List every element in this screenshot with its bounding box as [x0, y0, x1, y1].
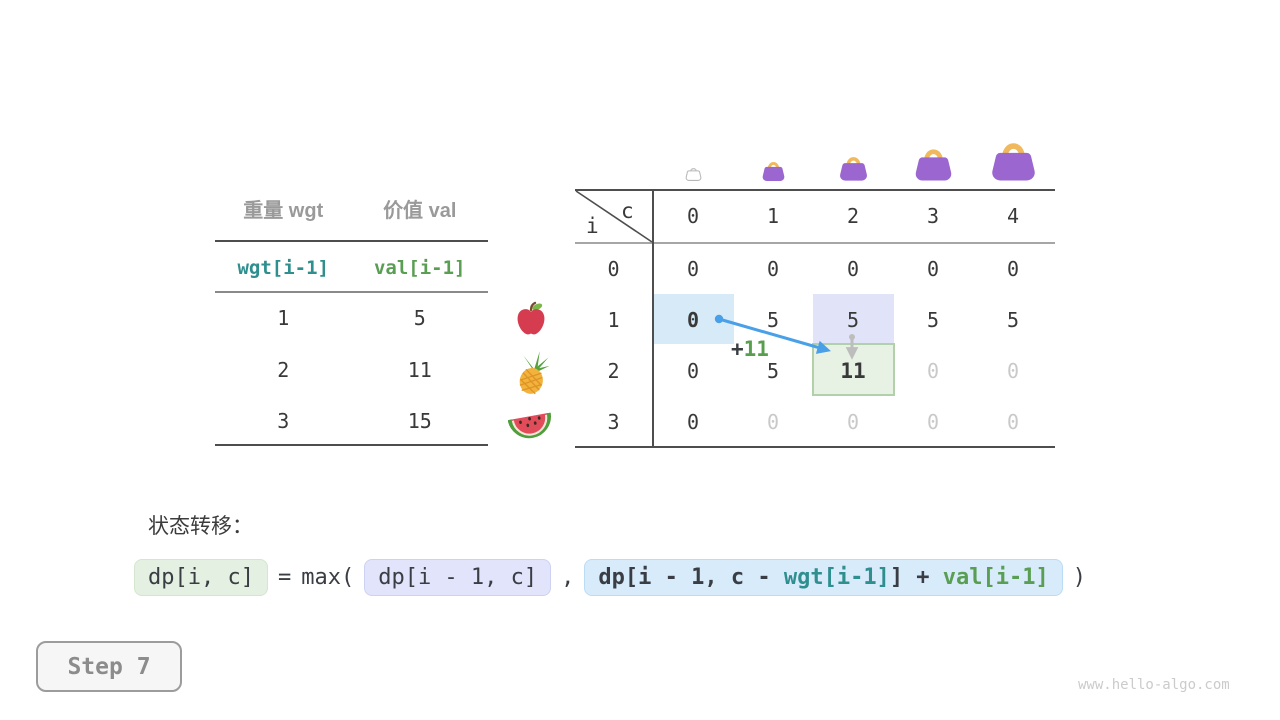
dp-row-header-3: 3 — [607, 410, 620, 434]
watermark: www.hello-algo.com — [1078, 677, 1230, 693]
dp-col-header-0: 0 — [686, 204, 700, 228]
item3-value: 15 — [407, 409, 432, 433]
dp-row-header-2: 2 — [607, 359, 620, 383]
items-table-header: 重量 wgt 价值 val — [215, 196, 488, 226]
bag-icon-capacity-3 — [893, 141, 973, 184]
item3-weight: 3 — [277, 409, 290, 433]
dp-col-header-3: 3 — [926, 204, 940, 228]
dp-cell-1-0: 0 — [686, 308, 700, 332]
transition-heading: 状态转移： — [148, 515, 253, 538]
formula-equals: = — [277, 565, 292, 590]
item2-value: 11 — [407, 358, 432, 382]
bag-icon-capacity-1 — [733, 156, 813, 184]
dp-row-header-1: 1 — [607, 308, 620, 332]
items-header-weight: 重量 wgt — [243, 200, 324, 222]
wgt-index-label: wgt[i-1] — [237, 257, 329, 279]
bag-icon-capacity-4 — [973, 134, 1053, 184]
dp-row-2: 0 5 11 0 0 — [653, 347, 1053, 395]
dp-table-header-rule — [575, 242, 1055, 244]
plus-sign: + — [731, 337, 744, 361]
dp-row-0: 0 0 0 0 0 — [653, 245, 1053, 293]
dp-table-vertical-rule — [652, 189, 654, 448]
dp-cell-2-1: 5 — [766, 359, 780, 383]
dp-table-top-rule — [575, 189, 1055, 191]
dp-corner-row-var: i — [586, 214, 599, 238]
formula-max-open: max( — [301, 565, 355, 590]
dp-corner-diagonal — [575, 190, 653, 243]
apple-icon — [514, 301, 548, 337]
formula-arg2-mid: ] + — [889, 565, 943, 590]
item2-weight: 2 — [277, 358, 290, 382]
items-index-row: wgt[i-1] val[i-1] — [215, 252, 488, 284]
dp-row-1: 0 5 5 5 5 — [653, 296, 1053, 344]
dp-col-header-1: 1 — [766, 204, 780, 228]
plus-value: 11 — [743, 337, 769, 361]
dp-cell-2-0: 0 — [686, 359, 700, 383]
dp-cell-0-2: 0 — [846, 257, 860, 281]
formula-arg2-prefix: dp[i - 1, c - — [598, 565, 784, 590]
dp-cell-2-4: 0 — [1006, 359, 1020, 383]
dp-col-headers: 0 1 2 3 4 — [653, 193, 1053, 239]
dp-corner-col-var: c — [621, 199, 634, 223]
formula-arg2-box: dp[i - 1, c - wgt[i-1]] + val[i-1] — [584, 559, 1063, 596]
dp-cell-0-3: 0 — [926, 257, 940, 281]
plus-value-annotation: +11 — [731, 337, 769, 361]
dp-col-header-4: 4 — [1006, 204, 1020, 228]
items-row-2: 2 11 — [215, 353, 488, 387]
formula-comma: , — [561, 565, 575, 590]
dp-cell-1-2: 5 — [846, 308, 860, 332]
items-row-3: 3 15 — [215, 404, 488, 438]
dp-cell-0-4: 0 — [1006, 257, 1020, 281]
items-table-bottom-rule — [215, 444, 488, 446]
dp-col-header-2: 2 — [846, 204, 860, 228]
dp-cell-3-1: 0 — [766, 410, 780, 434]
capacity-bags-row — [653, 134, 1053, 184]
dp-cell-1-4: 5 — [1006, 308, 1020, 332]
items-table-top-rule — [215, 240, 488, 242]
dp-cell-1-3: 5 — [926, 308, 940, 332]
formula-lhs-box: dp[i, c] — [134, 559, 268, 596]
item1-weight: 1 — [277, 306, 290, 330]
items-table-mid-rule — [215, 291, 488, 293]
items-row-1: 1 5 — [215, 301, 488, 335]
dp-cell-0-1: 0 — [766, 257, 780, 281]
formula-arg1-box: dp[i - 1, c] — [364, 559, 552, 596]
bag-icon-capacity-2 — [813, 150, 893, 184]
watermelon-icon — [508, 407, 552, 439]
pineapple-icon — [512, 348, 552, 396]
formula-arg2-wgt: wgt[i-1] — [783, 565, 890, 590]
bag-icon-capacity-0 — [653, 162, 733, 184]
dp-cell-0-0: 0 — [686, 257, 700, 281]
dp-cell-2-3: 0 — [926, 359, 940, 383]
dp-cell-3-3: 0 — [926, 410, 940, 434]
val-index-label: val[i-1] — [373, 257, 466, 279]
dp-cell-2-2: 11 — [840, 359, 866, 383]
dp-cell-3-2: 0 — [846, 410, 860, 434]
dp-table-bottom-rule — [575, 446, 1055, 448]
dp-cell-3-0: 0 — [686, 410, 700, 434]
formula-arg2-val: val[i-1] — [942, 565, 1049, 590]
formula-close-paren: ) — [1072, 565, 1087, 590]
item1-value: 5 — [413, 306, 426, 330]
dp-row-header-0: 0 — [607, 257, 620, 281]
dp-cell-3-4: 0 — [1006, 410, 1020, 434]
items-header-value: 价值 val — [383, 200, 457, 222]
step-badge: Step 7 — [36, 641, 182, 692]
dp-row-3: 0 0 0 0 0 — [653, 398, 1053, 446]
transition-formula: dp[i, c] = max( dp[i - 1, c] , dp[i - 1,… — [134, 559, 1086, 596]
